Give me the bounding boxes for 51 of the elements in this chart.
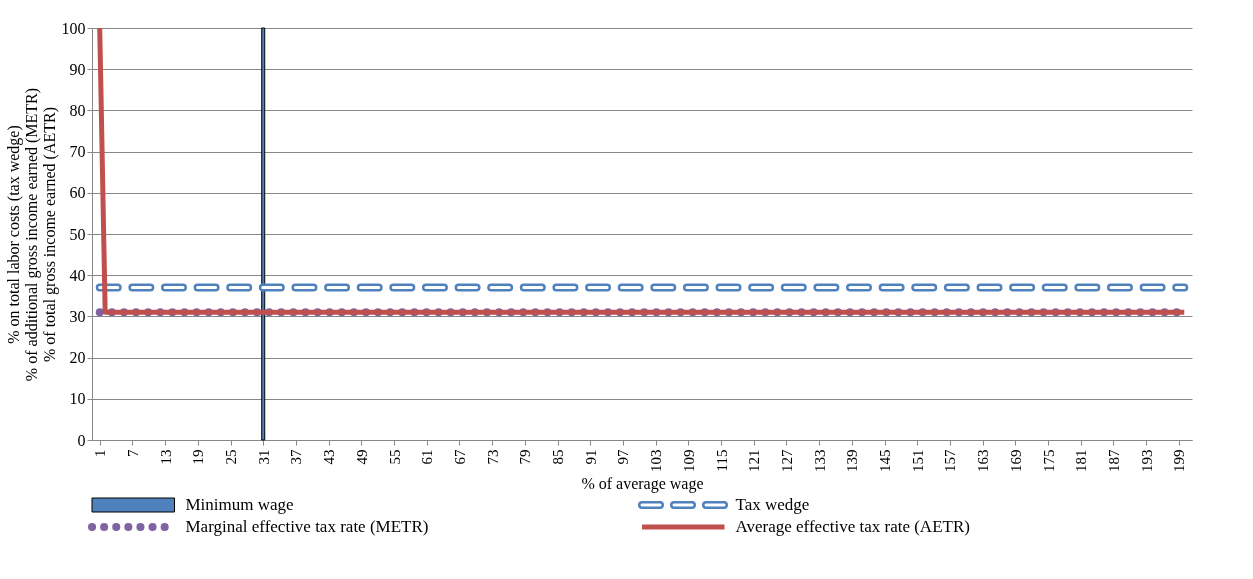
- x-tick-label: 55: [386, 449, 403, 465]
- y-tick-label: 50: [69, 225, 86, 243]
- y-tick-label: 10: [69, 390, 86, 408]
- x-tick-label: 49: [353, 449, 370, 465]
- x-tick-label: 181: [1073, 449, 1090, 472]
- x-tick-label: 7: [124, 449, 141, 457]
- x-tick-label: 97: [615, 449, 632, 465]
- legend-label: Minimum wage: [185, 495, 294, 514]
- x-tick-label: 139: [844, 449, 861, 472]
- x-tick-label: 19: [190, 449, 207, 465]
- x-tick-label: 157: [942, 449, 959, 472]
- x-tick-label: 25: [223, 449, 240, 465]
- x-tick-label: 85: [550, 449, 567, 465]
- x-tick-label: 31: [255, 449, 272, 465]
- legend-label: Average effective tax rate (AETR): [735, 517, 970, 536]
- x-tick-label: 91: [582, 449, 599, 465]
- x-tick-label: 175: [1040, 449, 1057, 472]
- x-tick-label: 127: [778, 449, 795, 472]
- x-tick-label: 133: [811, 449, 828, 472]
- y-tick-label: 70: [69, 143, 86, 161]
- y-tick-label: 60: [69, 184, 86, 202]
- y-tick-label: 20: [69, 349, 86, 367]
- y-tick-label: 80: [69, 101, 86, 119]
- x-tick-label: 187: [1105, 449, 1122, 472]
- x-tick-label: 169: [1007, 449, 1024, 472]
- x-tick-label: 115: [713, 449, 730, 472]
- x-tick-label: 121: [746, 449, 763, 472]
- y-tick-label: 100: [61, 19, 86, 37]
- x-tick-label: 61: [419, 449, 436, 465]
- x-tick-label: 13: [157, 449, 174, 465]
- y-tick-label: 90: [69, 60, 86, 78]
- legend-label: Tax wedge: [735, 495, 810, 514]
- x-tick-label: 199: [1171, 449, 1188, 472]
- x-axis-title: % of average wage: [581, 475, 704, 493]
- legend-label: Marginal effective tax rate (METR): [185, 517, 429, 536]
- x-tick-label: 109: [680, 449, 697, 472]
- y-tick-label: 30: [69, 307, 86, 325]
- x-tick-label: 79: [517, 449, 534, 465]
- x-tick-label: 67: [451, 449, 468, 465]
- x-tick-label: 163: [975, 449, 992, 472]
- x-tick-label: 145: [877, 449, 894, 472]
- y-axis-title: % on total labor costs (tax wedge) % of additional gross income earned (METR) % of total gross income earned (AETR): [4, 87, 59, 382]
- x-tick-label: 103: [648, 449, 665, 472]
- x-tick-label: 73: [484, 449, 501, 465]
- y-tick-label: 0: [77, 431, 86, 449]
- x-tick-label: 151: [909, 449, 926, 472]
- x-tick-label: 1: [92, 449, 109, 457]
- x-tick-label: 43: [321, 449, 338, 465]
- y-tick-label: 40: [69, 266, 86, 284]
- x-tick-label: 37: [288, 449, 305, 465]
- x-tick-label: 193: [1138, 449, 1155, 472]
